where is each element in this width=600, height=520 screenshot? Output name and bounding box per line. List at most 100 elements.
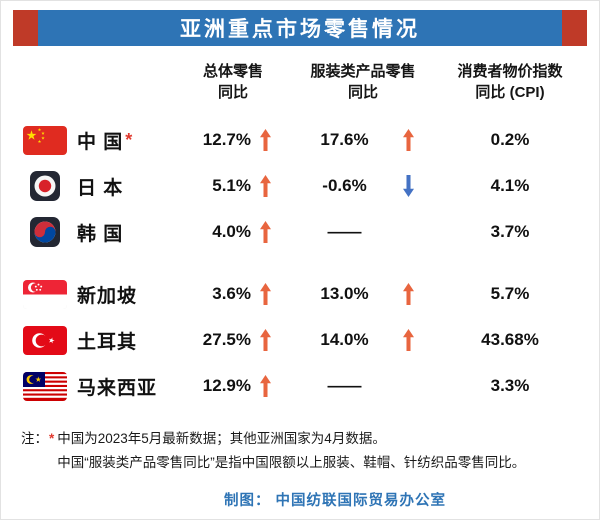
- country-name-text: 日 本: [77, 177, 124, 199]
- title-accent-left: [13, 10, 38, 46]
- apparel-retail-header-line2: 同比: [347, 84, 378, 101]
- up-arrow-icon: [402, 129, 414, 151]
- cpi-cell: 0.2%: [433, 130, 587, 150]
- up-arrow-icon: [260, 129, 271, 151]
- cpi-value: 5.7%: [490, 284, 530, 303]
- apparel-retail-header-line1: 服装类产品零售: [310, 63, 416, 80]
- country-name: 土耳其: [77, 327, 173, 354]
- up-arrow-icon: [402, 283, 414, 305]
- country-name: 新加坡: [77, 281, 173, 308]
- country-name: 韩 国: [77, 219, 173, 246]
- country-name: 日 本: [77, 173, 173, 200]
- apparel-no-data-dash: ——: [327, 222, 362, 241]
- south-korea-flag-icon: [30, 217, 60, 247]
- apparel-retail-cell: 14.0%: [293, 329, 433, 351]
- apparel-retail-cell: ——: [293, 221, 433, 243]
- down-arrow-icon: [402, 175, 414, 197]
- apparel-retail-cell: -0.6%: [293, 175, 433, 197]
- cpi-value: 43.68%: [481, 330, 539, 349]
- cpi-header-line2: 同比 (CPI): [475, 84, 545, 101]
- overall-retail-value: 12.9%: [202, 376, 251, 395]
- table-row-japan: 日 本 5.1% -0.6% 4.1%: [13, 163, 587, 209]
- country-name-text: 韩 国: [77, 223, 124, 245]
- apparel-retail-header: 服装类产品零售 同比: [293, 61, 433, 103]
- apparel-retail-cell: 13.0%: [293, 283, 433, 305]
- country-name-text: 中 国: [77, 131, 124, 153]
- flag-cell: [13, 279, 77, 309]
- title-bar: 亚洲重点市场零售情况: [13, 10, 587, 46]
- overall-retail-cell: 4.0%: [173, 221, 293, 243]
- apparel-retail-value: 17.6%: [320, 130, 369, 149]
- cpi-value: 3.3%: [490, 376, 530, 395]
- table-header-row: 总体零售 同比 服装类产品零售 同比 消费者物价指数 同比 (CPI): [13, 61, 587, 103]
- turkey-flag-icon: [23, 325, 67, 355]
- footnote-line2: 中国“服装类产品零售同比”是指中国限额以上服装、鞋帽、针纺织品零售同比。: [57, 455, 526, 471]
- footnote-asterisk: *: [49, 431, 55, 446]
- footnote-line1: 中国为2023年5月最新数据；其他亚洲国家为4月数据。: [57, 431, 386, 446]
- overall-retail-cell: 5.1%: [173, 175, 293, 197]
- apparel-retail-value: 14.0%: [320, 330, 369, 349]
- flag-cell: [13, 125, 77, 155]
- apparel-retail-value: -0.6%: [322, 176, 367, 195]
- footnote-prefix: 注：*: [21, 427, 57, 476]
- footnote-label: 注：: [21, 431, 48, 446]
- overall-retail-cell: 27.5%: [173, 329, 293, 351]
- up-arrow-icon: [260, 329, 271, 351]
- cpi-cell: 4.1%: [433, 176, 587, 196]
- table-row-malaysia: 马来西亚 12.9% —— 3.3%: [13, 363, 587, 409]
- cpi-cell: 43.68%: [433, 330, 587, 350]
- cpi-value: 3.7%: [490, 222, 530, 241]
- overall-retail-cell: 12.9%: [173, 375, 293, 397]
- overall-retail-cell: 12.7%: [173, 129, 293, 151]
- japan-flag-icon: [30, 171, 60, 201]
- up-arrow-icon: [260, 221, 271, 243]
- overall-retail-cell: 3.6%: [173, 283, 293, 305]
- page-title: 亚洲重点市场零售情况: [38, 10, 562, 46]
- country-name: 马来西亚: [77, 373, 173, 400]
- title-accent-right: [562, 10, 587, 46]
- up-arrow-icon: [260, 375, 271, 397]
- overall-retail-value: 5.1%: [212, 176, 251, 195]
- cpi-cell: 3.7%: [433, 222, 587, 242]
- table-row-singapore: 新加坡 3.6% 13.0% 5.7%: [13, 271, 587, 317]
- country-name-text: 新加坡: [77, 285, 138, 307]
- china-flag-icon: [23, 125, 67, 155]
- overall-retail-header-line2: 同比: [217, 84, 248, 101]
- country-name: 中 国 *: [77, 127, 173, 154]
- malaysia-flag-icon: [23, 371, 67, 401]
- cpi-header-line1: 消费者物价指数: [457, 63, 563, 80]
- footer-credit: 制图： 中国纺联国际贸易办公室: [223, 492, 447, 509]
- footnote-text: 中国为2023年5月最新数据；其他亚洲国家为4月数据。 中国“服装类产品零售同比…: [57, 427, 525, 476]
- country-name-text: 土耳其: [77, 331, 138, 353]
- table-row-turkey: 土耳其 27.5% 14.0% 43.68%: [13, 317, 587, 363]
- overall-retail-value: 3.6%: [212, 284, 251, 303]
- flag-cell: [13, 171, 77, 201]
- cpi-value: 0.2%: [490, 130, 530, 149]
- overall-retail-value: 4.0%: [212, 222, 251, 241]
- cpi-value: 4.1%: [490, 176, 530, 195]
- apparel-retail-cell: ——: [293, 375, 433, 397]
- china-asterisk: *: [125, 129, 134, 150]
- flag-cell: [13, 325, 77, 355]
- apparel-no-data-dash: ——: [327, 376, 362, 395]
- overall-retail-header-line1: 总体零售: [202, 63, 263, 80]
- table-row-south-korea: 韩 国 4.0% —— 3.7%: [13, 209, 587, 255]
- up-arrow-icon: [260, 283, 271, 305]
- overall-retail-value: 12.7%: [202, 130, 251, 149]
- up-arrow-icon: [260, 175, 271, 197]
- cpi-cell: 3.3%: [433, 376, 587, 396]
- cpi-cell: 5.7%: [433, 284, 587, 304]
- apparel-retail-cell: 17.6%: [293, 129, 433, 151]
- apparel-retail-value: 13.0%: [320, 284, 369, 303]
- table-row-china: 中 国 * 12.7% 17.6% 0.2%: [13, 117, 587, 163]
- overall-retail-header: 总体零售 同比: [173, 61, 293, 103]
- footnote: 注：* 中国为2023年5月最新数据；其他亚洲国家为4月数据。 中国“服装类产品…: [13, 427, 587, 476]
- up-arrow-icon: [402, 329, 414, 351]
- flag-cell: [13, 217, 77, 247]
- cpi-header: 消费者物价指数 同比 (CPI): [433, 61, 587, 103]
- singapore-flag-icon: [23, 279, 67, 309]
- overall-retail-value: 27.5%: [202, 330, 251, 349]
- country-name-text: 马来西亚: [77, 377, 158, 399]
- flag-cell: [13, 371, 77, 401]
